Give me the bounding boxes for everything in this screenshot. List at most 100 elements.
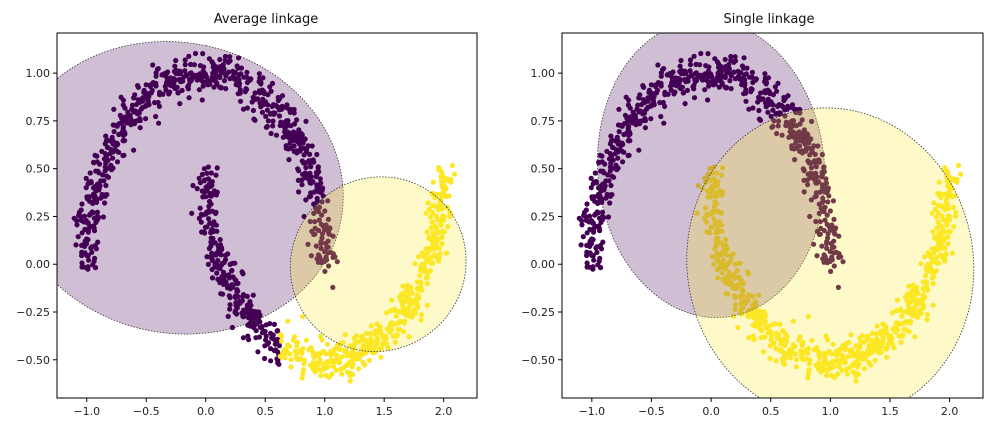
scatter-point <box>682 101 688 107</box>
scatter-point <box>226 272 232 278</box>
scatter-point <box>323 254 329 260</box>
scatter-point <box>212 74 218 80</box>
scatter-point <box>705 97 711 103</box>
scatter-point <box>318 240 324 247</box>
scatter-point <box>222 57 228 63</box>
scatter-point <box>319 212 325 218</box>
scatter-point <box>177 101 183 107</box>
scatter-point <box>579 222 585 228</box>
scatter-point <box>257 319 263 325</box>
scatter-point <box>343 347 349 353</box>
scatter-point <box>342 332 348 338</box>
scatter-point <box>174 84 180 90</box>
scatter-point <box>597 255 603 261</box>
scatter-point <box>106 165 112 171</box>
scatter-point <box>808 197 815 203</box>
scatter-point <box>315 165 321 171</box>
scatter-point <box>296 189 302 195</box>
scatter-point <box>415 305 421 311</box>
scatter-point <box>429 210 436 216</box>
scatter-point <box>599 209 606 215</box>
y-tick-label: −0.50 <box>521 354 555 367</box>
scatter-point <box>196 215 202 221</box>
x-tick-label: 0.5 <box>762 405 780 418</box>
scatter-point <box>325 198 331 204</box>
scatter-point <box>419 312 425 318</box>
y-tick-label: 0.75 <box>26 115 51 128</box>
scatter-point <box>332 346 338 352</box>
scatter-point <box>274 349 281 355</box>
x-tick-label: −0.5 <box>133 405 160 418</box>
scatter-point <box>172 63 178 69</box>
scatter-point <box>705 79 711 85</box>
scatter-point <box>271 321 277 327</box>
scatter-point <box>687 68 693 74</box>
scatter-point <box>145 98 151 104</box>
scatter-point <box>212 240 218 246</box>
scatter-point <box>87 170 93 176</box>
scatter-point <box>356 356 362 362</box>
scatter-point <box>428 255 434 261</box>
chart-title: Single linkage <box>723 12 814 27</box>
x-tick-label: −1.0 <box>578 405 605 418</box>
scatter-point <box>347 378 353 384</box>
scatter-point <box>412 261 418 267</box>
scatter-point <box>424 280 430 287</box>
scatter-point <box>394 332 400 338</box>
scatter-point <box>85 220 91 226</box>
scatter-point <box>433 254 440 260</box>
scatter-point <box>205 164 211 170</box>
scatter-point <box>590 220 596 226</box>
scatter-point <box>424 258 431 264</box>
scatter-point <box>774 88 780 94</box>
scatter-point <box>253 335 259 341</box>
y-tick-label: 1.00 <box>26 67 51 80</box>
scatter-point <box>811 241 817 247</box>
scatter-point <box>220 273 226 280</box>
scatter-point <box>805 182 811 188</box>
scatter-point <box>389 297 395 303</box>
scatter-point <box>283 104 289 110</box>
scatter-point <box>92 255 98 261</box>
scatter-point <box>378 346 384 352</box>
scatter-point <box>90 223 96 229</box>
scatter-point <box>237 87 243 93</box>
scatter-point <box>74 222 80 228</box>
scatter-point <box>224 285 231 291</box>
scatter-point <box>433 213 439 219</box>
scatter-point <box>309 228 315 234</box>
scatter-point <box>265 118 271 124</box>
scatter-point <box>437 199 443 205</box>
scatter-point <box>693 61 699 67</box>
scatter-point <box>111 106 117 112</box>
scatter-point <box>148 90 154 96</box>
scatter-point <box>237 298 243 304</box>
scatter-point <box>79 260 85 266</box>
scatter-point <box>229 267 235 274</box>
scatter-point <box>197 205 203 211</box>
scatter-point <box>356 366 362 372</box>
scatter-point <box>727 78 733 84</box>
scatter-point <box>308 253 314 259</box>
scatter-point <box>247 315 253 322</box>
scatter-point <box>584 249 590 255</box>
x-tick-label: 1.0 <box>822 405 840 418</box>
average-linkage-panel: Average linkage −1.0 −0.5 0.0 0.5 1.0 1.5 2.0 … <box>16 12 478 418</box>
scatter-point <box>330 233 336 239</box>
scatter-point <box>188 61 194 67</box>
scatter-point <box>146 94 152 100</box>
scatter-point <box>590 253 596 259</box>
scatter-point <box>132 92 138 98</box>
scatter-point <box>284 350 290 356</box>
scatter-point <box>268 88 274 94</box>
scatter-point <box>286 157 292 163</box>
y-tick-label: 0.00 <box>26 258 51 271</box>
scatter-point <box>84 196 90 202</box>
scatter-point <box>378 354 384 360</box>
scatter-point <box>265 92 271 98</box>
scatter-point <box>812 151 818 157</box>
x-tick-label: 0.0 <box>702 405 720 418</box>
scatter-point <box>88 244 94 251</box>
scatter-point <box>209 253 215 259</box>
scatter-point <box>770 92 777 98</box>
